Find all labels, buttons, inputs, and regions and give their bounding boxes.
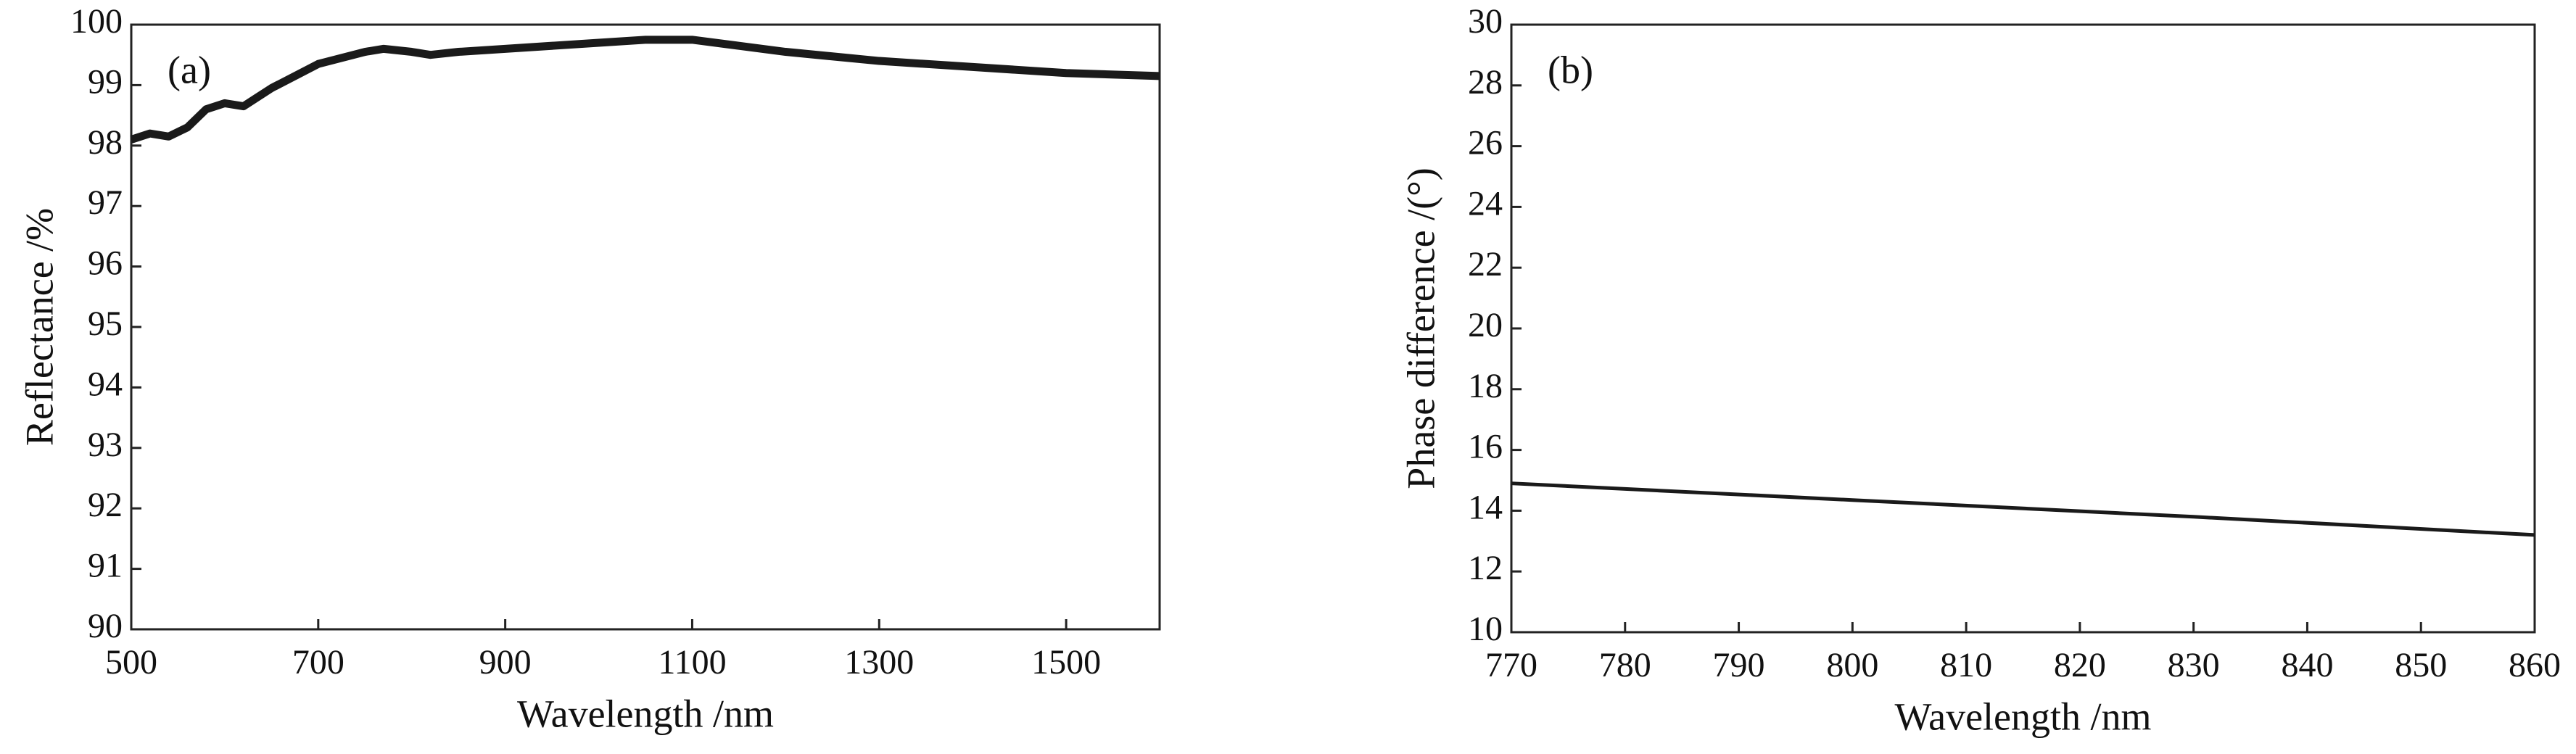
x-axis-label: Wavelength /nm xyxy=(517,692,774,735)
panel-annotation: (b) xyxy=(1548,48,1593,91)
data-line xyxy=(1511,481,2535,537)
y-tick-label: 14 xyxy=(1468,488,1503,526)
x-tick-label: 800 xyxy=(1826,646,1878,684)
y-tick-label: 20 xyxy=(1468,306,1503,344)
plot-frame xyxy=(1510,23,2536,634)
x-tick-label: 1100 xyxy=(658,643,726,682)
x-axis-label: Wavelength /nm xyxy=(1894,695,2151,738)
x-tick-label: 860 xyxy=(2509,646,2561,684)
data-line xyxy=(130,36,1160,144)
y-tick-label: 98 xyxy=(88,123,123,162)
y-tick-label: 22 xyxy=(1468,245,1503,283)
x-tick-label: 700 xyxy=(292,643,344,682)
y-tick-label: 94 xyxy=(88,365,123,403)
y-tick-label: 28 xyxy=(1468,63,1503,102)
y-tick-label: 92 xyxy=(88,486,123,524)
x-tick-label: 1300 xyxy=(844,643,914,682)
y-tick-label: 100 xyxy=(70,2,123,41)
y-tick-label: 95 xyxy=(88,304,123,343)
y-tick-label: 90 xyxy=(88,607,123,645)
x-tick-label: 790 xyxy=(1713,646,1765,684)
x-tick-label: 780 xyxy=(1599,646,1651,684)
panel-annotation: (a) xyxy=(168,48,211,91)
y-tick-label: 96 xyxy=(88,244,123,283)
y-tick-label: 10 xyxy=(1468,610,1503,648)
y-tick-label: 93 xyxy=(88,426,123,464)
y-tick-label: 26 xyxy=(1468,124,1503,162)
y-tick-label: 12 xyxy=(1468,549,1503,587)
y-tick-label: 24 xyxy=(1468,184,1503,223)
y-tick-label: 30 xyxy=(1468,2,1503,41)
y-tick-label: 16 xyxy=(1468,428,1503,466)
x-tick-label: 830 xyxy=(2168,646,2220,684)
y-tick-label: 18 xyxy=(1468,367,1503,405)
y-axis-label: Phase difference /(°) xyxy=(1399,167,1442,489)
y-tick-label: 91 xyxy=(88,547,123,585)
x-tick-label: 500 xyxy=(105,643,157,682)
x-tick-label: 900 xyxy=(479,643,532,682)
plot-frame xyxy=(130,23,1161,631)
x-tick-label: 770 xyxy=(1485,646,1537,684)
y-axis-label: Reflectance /% xyxy=(17,208,61,446)
x-tick-label: 850 xyxy=(2395,646,2447,684)
x-tick-label: 840 xyxy=(2281,646,2333,684)
x-tick-label: 1500 xyxy=(1031,643,1101,682)
y-tick-label: 97 xyxy=(88,183,123,222)
x-tick-label: 810 xyxy=(1940,646,1992,684)
x-tick-label: 820 xyxy=(2054,646,2106,684)
y-tick-label: 99 xyxy=(88,62,123,101)
